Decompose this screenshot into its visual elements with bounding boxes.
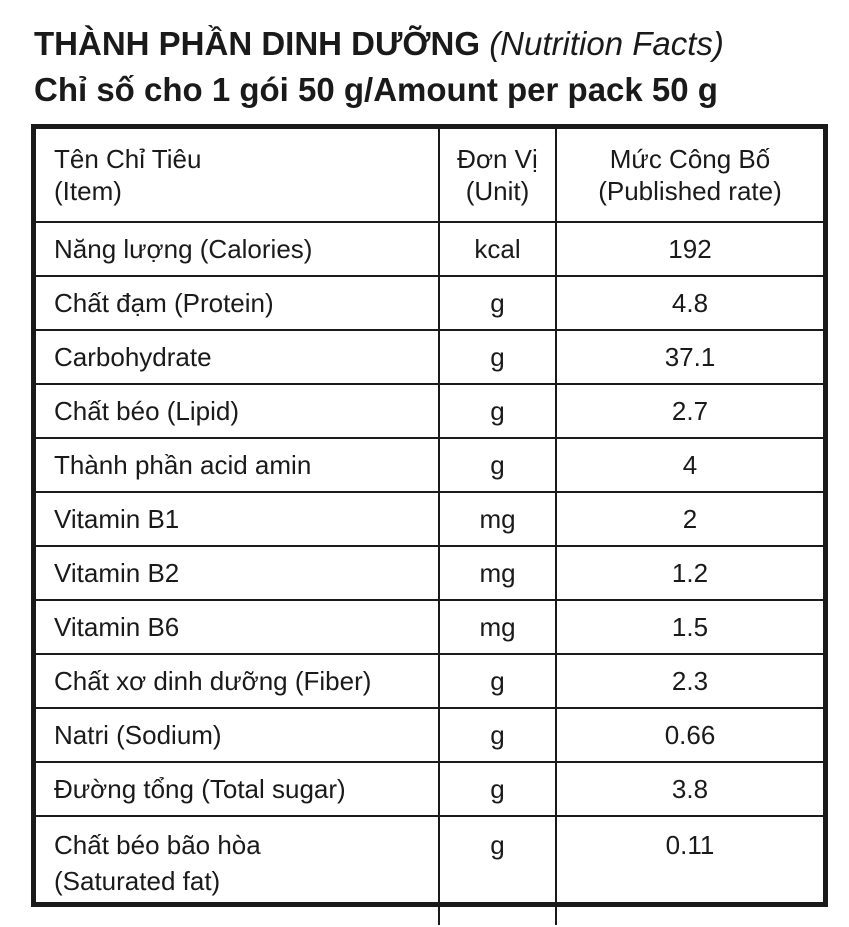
header-item-line2: (Item): [54, 176, 122, 206]
table-row: Natri (Sodium) g 0.66: [36, 707, 823, 763]
table-row: Vitamin B6 mg 1.5: [36, 599, 823, 655]
table-header-row: Tên Chỉ Tiêu (Item) Đơn Vị (Unit) Mức Cô…: [36, 129, 823, 223]
row-name: Natri (Sodium): [36, 707, 440, 763]
nutrition-table: Tên Chỉ Tiêu (Item) Đơn Vị (Unit) Mức Cô…: [36, 129, 823, 925]
header-unit-line1: Đơn Vị: [457, 144, 538, 174]
nutrition-table-frame: Tên Chỉ Tiêu (Item) Đơn Vị (Unit) Mức Cô…: [31, 124, 828, 925]
header-item-line1: Tên Chỉ Tiêu: [54, 144, 202, 174]
row-name: Vitamin B6: [36, 599, 440, 655]
row-name: Carbohydrate: [36, 329, 440, 385]
page-title: THÀNH PHẦN DINH DƯỠNG (Nutrition Facts): [34, 22, 724, 66]
header-item: Tên Chỉ Tiêu (Item): [36, 129, 440, 223]
row-name: Vitamin B2: [36, 545, 440, 601]
row-unit: g: [438, 275, 557, 331]
row-value: 0.11: [555, 815, 823, 925]
title-main: THÀNH PHẦN DINH DƯỠNG: [34, 25, 481, 62]
table-row: Chất béo (Lipid) g 2.7: [36, 383, 823, 439]
row-value: 4: [555, 437, 823, 493]
row-unit: g: [438, 383, 557, 439]
row-value: 3.8: [555, 761, 823, 817]
title-sub: (Nutrition Facts): [489, 25, 724, 62]
table-row: Chất đạm (Protein) g 4.8: [36, 275, 823, 331]
table-row: Năng lượng (Calories) kcal 192: [36, 222, 823, 277]
header-unit-line2: (Unit): [465, 176, 530, 206]
row-value: 1.5: [555, 599, 823, 655]
row-name: Chất đạm (Protein): [36, 275, 440, 331]
row-value: 4.8: [555, 275, 823, 331]
row-unit: mg: [438, 599, 557, 655]
row-value: 2.7: [555, 383, 823, 439]
row-name: Chất béo bão hòa (Saturated fat): [36, 815, 440, 925]
table-row: Đường tổng (Total sugar) g 3.8: [36, 761, 823, 817]
row-value: 2: [555, 491, 823, 547]
row-unit: g: [438, 329, 557, 385]
row-name-line2: (Saturated fat): [54, 866, 221, 896]
row-unit: kcal: [438, 222, 557, 277]
row-name: Đường tổng (Total sugar): [36, 761, 440, 817]
row-name: Chất béo (Lipid): [36, 383, 440, 439]
row-unit: g: [438, 653, 557, 709]
row-unit: g: [438, 815, 557, 925]
row-name: Thành phần acid amin: [36, 437, 440, 493]
header-rate-line1: Mức Công Bố: [609, 144, 771, 174]
row-unit: mg: [438, 545, 557, 601]
row-unit: mg: [438, 491, 557, 547]
row-name: Vitamin B1: [36, 491, 440, 547]
header-unit: Đơn Vị (Unit): [438, 129, 557, 223]
row-name: Năng lượng (Calories): [36, 222, 440, 277]
row-value: 192: [555, 222, 823, 277]
row-unit: g: [438, 707, 557, 763]
table-row: Vitamin B1 mg 2: [36, 491, 823, 547]
row-name-line1: Chất béo bão hòa: [54, 830, 261, 860]
row-value: 37.1: [555, 329, 823, 385]
row-unit: g: [438, 437, 557, 493]
row-name: Chất xơ dinh dưỡng (Fiber): [36, 653, 440, 709]
header-rate-line2: (Published rate): [598, 176, 782, 206]
header-rate: Mức Công Bố (Published rate): [555, 129, 823, 223]
table-row: Chất béo bão hòa (Saturated fat) g 0.11: [36, 815, 823, 925]
table-row: Vitamin B2 mg 1.2: [36, 545, 823, 601]
row-value: 1.2: [555, 545, 823, 601]
table-row: Chất xơ dinh dưỡng (Fiber) g 2.3: [36, 653, 823, 709]
row-unit: g: [438, 761, 557, 817]
table-row: Thành phần acid amin g 4: [36, 437, 823, 493]
row-value: 0.66: [555, 707, 823, 763]
row-value: 2.3: [555, 653, 823, 709]
page-subtitle: Chỉ số cho 1 gói 50 g/Amount per pack 50…: [34, 71, 718, 108]
table-row: Carbohydrate g 37.1: [36, 329, 823, 385]
